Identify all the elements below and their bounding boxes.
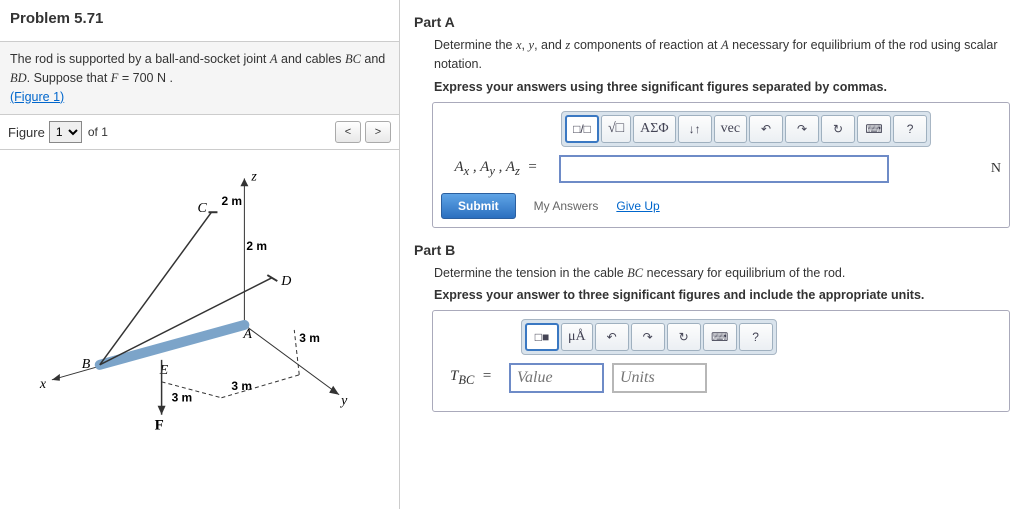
desc-text: and: [361, 52, 385, 66]
dim-2m-1: 2 m: [221, 195, 242, 209]
text: Determine the: [434, 38, 516, 52]
redo-button[interactable]: ↷: [785, 115, 819, 143]
dim-3m-3: 3 m: [172, 391, 193, 405]
pt-A: A: [242, 327, 252, 342]
help-button[interactable]: ?: [893, 115, 927, 143]
my-answers-label: My Answers: [534, 199, 599, 213]
keyboard-button[interactable]: ⌨: [857, 115, 891, 143]
problem-description: The rod is supported by a ball-and-socke…: [0, 42, 399, 115]
submit-button[interactable]: Submit: [441, 193, 516, 219]
updown-button[interactable]: ↓↑: [678, 115, 712, 143]
text: Determine the tension in the cable: [434, 266, 627, 280]
figure-label: Figure: [8, 125, 45, 140]
force-F: F: [155, 418, 164, 434]
text: , and: [534, 38, 565, 52]
part-b-label: Part B: [414, 242, 1010, 258]
desc-text: . Suppose that: [27, 71, 111, 85]
greek-button[interactable]: ΑΣΦ: [633, 115, 676, 143]
text: ,: [522, 38, 529, 52]
fraction-button[interactable]: □/□: [565, 115, 599, 143]
reset-button[interactable]: ↻: [667, 323, 701, 351]
dim-3m-1: 3 m: [299, 331, 320, 345]
keyboard-button[interactable]: ⌨: [703, 323, 737, 351]
part-a-label: Part A: [414, 14, 1010, 30]
pt-B: B: [82, 357, 91, 372]
desc-text: The rod is supported by a ball-and-socke…: [10, 52, 270, 66]
axis-y: y: [339, 394, 348, 409]
axis-x: x: [39, 377, 47, 392]
part-a-answer-unit: N: [991, 161, 1001, 177]
pt-D: D: [280, 274, 291, 289]
figure-next-button[interactable]: >: [365, 121, 391, 143]
mu-button[interactable]: μÅ: [561, 323, 593, 351]
joint-A: A: [270, 52, 278, 66]
sym-A: A: [721, 38, 729, 52]
vec-button[interactable]: vec: [714, 115, 747, 143]
part-b-desc: Determine the tension in the cable BC ne…: [434, 264, 1010, 283]
figure-canvas: x y z C D A B E F 2 m: [0, 150, 399, 460]
part-b-toolbar: □■ μÅ ↶ ↷ ↻ ⌨ ?: [521, 319, 777, 355]
dim-2m-2: 2 m: [246, 239, 267, 253]
pt-C: C: [198, 201, 208, 216]
dim-3m-2: 3 m: [231, 379, 252, 393]
templates-button[interactable]: □■: [525, 323, 559, 351]
part-b-answer-label: TBC =: [441, 368, 501, 388]
part-a-toolbar: □/□ √□ ΑΣΦ ↓↑ vec ↶ ↷ ↻ ⌨ ?: [561, 111, 931, 147]
cable-BC: BC: [345, 52, 361, 66]
part-b-units-input[interactable]: [612, 363, 707, 393]
reset-button[interactable]: ↻: [821, 115, 855, 143]
part-b-value-input[interactable]: [509, 363, 604, 393]
axis-z: z: [250, 170, 257, 185]
figure-prev-button[interactable]: <: [335, 121, 361, 143]
undo-button[interactable]: ↶: [595, 323, 629, 351]
part-b-instr: Express your answer to three significant…: [434, 288, 1010, 302]
part-a-answer-input[interactable]: [559, 155, 889, 183]
sym-BC: BC: [627, 266, 643, 280]
part-a-answer-label: Ax , Ay , Az =: [441, 159, 551, 179]
give-up-link[interactable]: Give Up: [616, 199, 659, 213]
figure-select[interactable]: 1: [49, 121, 82, 143]
desc-text: = 700 N .: [118, 71, 173, 85]
desc-text: and cables: [278, 52, 345, 66]
part-a-desc: Determine the x, y, and z components of …: [434, 36, 1010, 74]
cable-BD: BD: [10, 71, 27, 85]
part-a-instr: Express your answers using three signifi…: [434, 80, 1010, 94]
redo-button[interactable]: ↷: [631, 323, 665, 351]
sqrt-button[interactable]: √□: [601, 115, 631, 143]
undo-button[interactable]: ↶: [749, 115, 783, 143]
problem-title: Problem 5.71: [10, 10, 389, 27]
pt-E: E: [159, 363, 169, 378]
text: necessary for equilibrium of the rod.: [643, 266, 845, 280]
figure-count: of 1: [88, 125, 108, 139]
figure-link[interactable]: (Figure 1): [10, 90, 64, 104]
part-b-answer-box: □■ μÅ ↶ ↷ ↻ ⌨ ? TBC =: [432, 310, 1010, 412]
help-button[interactable]: ?: [739, 323, 773, 351]
part-a-answer-box: □/□ √□ ΑΣΦ ↓↑ vec ↶ ↷ ↻ ⌨ ? Ax , Ay , Az…: [432, 102, 1010, 228]
text: components of reaction at: [570, 38, 721, 52]
